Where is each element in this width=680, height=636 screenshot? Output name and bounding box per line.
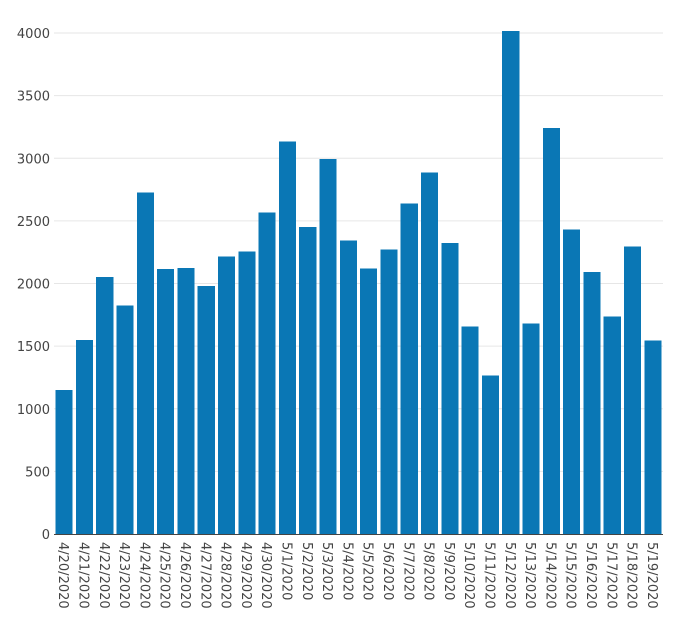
bar-4-30-2020 — [258, 212, 276, 535]
bar-4-20-2020 — [55, 389, 73, 534]
bar-4-27-2020 — [197, 286, 215, 534]
x-tick-label: 5/11/2020 — [481, 542, 496, 609]
x-tick-label: 5/14/2020 — [542, 542, 557, 609]
x-tick-label: 4/20/2020 — [55, 542, 70, 609]
y-tick-label: 4000 — [17, 27, 50, 42]
y-tick-label: 3500 — [17, 90, 50, 105]
bars — [55, 31, 662, 535]
x-tick-label: 5/19/2020 — [644, 542, 659, 609]
bar-5-11-2020 — [481, 375, 499, 534]
bar-5-8-2020 — [421, 172, 439, 534]
bar-5-1-2020 — [278, 141, 296, 534]
bar-5-16-2020 — [583, 272, 601, 534]
bar-5-9-2020 — [441, 242, 459, 535]
bar-5-13-2020 — [522, 323, 540, 534]
bar-5-12-2020 — [502, 31, 520, 535]
x-tick-label: 5/6/2020 — [380, 542, 395, 600]
x-tick-label: 5/12/2020 — [502, 542, 517, 609]
x-tick-label: 5/4/2020 — [339, 542, 354, 600]
bar-4-22-2020 — [96, 277, 114, 534]
x-tick-label: 4/23/2020 — [116, 542, 131, 609]
bar-5-4-2020 — [339, 240, 357, 535]
x-tick-label: 5/8/2020 — [421, 542, 436, 600]
x-tick-label: 5/10/2020 — [461, 542, 476, 609]
x-tick-label: 5/2/2020 — [299, 542, 314, 600]
y-tick-label: 2000 — [17, 278, 50, 293]
bar-4-21-2020 — [75, 339, 93, 534]
x-tick-label: 4/21/2020 — [75, 542, 90, 609]
x-tick-label: 4/25/2020 — [157, 542, 172, 609]
bar-4-28-2020 — [218, 256, 236, 534]
bar-5-18-2020 — [624, 246, 642, 535]
bar-4-26-2020 — [177, 267, 195, 534]
bar-5-14-2020 — [542, 128, 560, 534]
gridlines — [54, 32, 663, 472]
x-tick-label: 5/18/2020 — [624, 542, 639, 609]
bar-5-3-2020 — [319, 158, 337, 534]
x-tick-label: 5/13/2020 — [522, 542, 537, 609]
bar-5-7-2020 — [400, 203, 418, 534]
x-tick-label: 4/29/2020 — [238, 542, 253, 609]
bar-4-25-2020 — [157, 269, 175, 534]
bar-5-17-2020 — [603, 316, 621, 534]
x-tick-label: 4/30/2020 — [258, 542, 273, 609]
bar-5-2-2020 — [299, 227, 317, 534]
bar-4-23-2020 — [116, 305, 134, 534]
x-tick-label: 5/5/2020 — [360, 542, 375, 600]
bar-5-5-2020 — [360, 268, 378, 534]
x-tick-label: 5/17/2020 — [603, 542, 618, 609]
x-tick-label: 5/15/2020 — [563, 542, 578, 609]
y-tick-label: 0 — [42, 528, 50, 543]
x-tick-label: 5/9/2020 — [441, 542, 456, 600]
bar-5-19-2020 — [644, 340, 662, 534]
x-tick-label: 4/27/2020 — [197, 542, 212, 609]
x-tick-labels: 4/20/2020 4/21/2020 4/22/2020 4/23/2020 4/24… — [55, 542, 659, 609]
x-tick-label: 4/26/2020 — [177, 542, 192, 609]
x-tick-label: 4/28/2020 — [218, 542, 233, 609]
x-tick-label: 5/16/2020 — [583, 542, 598, 609]
x-tick-label: 5/7/2020 — [400, 542, 415, 600]
y-tick-label: 3000 — [17, 152, 50, 167]
x-tick-label: 5/3/2020 — [319, 542, 334, 600]
bar-5-15-2020 — [563, 229, 581, 534]
y-tick-label: 1000 — [17, 403, 50, 418]
y-tick-label: 2500 — [17, 215, 50, 230]
x-tick-label: 4/22/2020 — [96, 542, 111, 609]
bar-4-29-2020 — [238, 251, 256, 534]
x-tick-label: 4/24/2020 — [136, 542, 151, 609]
bar-5-6-2020 — [380, 249, 398, 534]
y-tick-label: 1500 — [17, 340, 50, 355]
y-tick-label: 500 — [25, 465, 50, 480]
bar-5-10-2020 — [461, 326, 479, 534]
y-tick-labels: 0 500 1000 1500 2000 2500 3000 3500 4000 — [17, 27, 50, 543]
bar-4-24-2020 — [136, 192, 154, 534]
x-tick-label: 5/1/2020 — [278, 542, 293, 600]
